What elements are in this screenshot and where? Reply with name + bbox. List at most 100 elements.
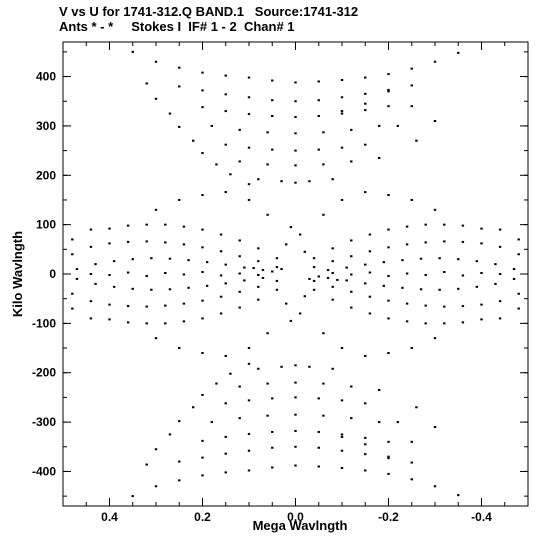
uv-point (387, 317, 390, 320)
uv-point (210, 421, 213, 424)
uv-point (89, 300, 93, 303)
x-tick-label: 0.0 (287, 510, 304, 524)
uv-point (294, 381, 297, 384)
uv-point (438, 288, 441, 291)
uv-point (340, 347, 344, 350)
uv-point (331, 285, 334, 288)
uv-point (461, 224, 465, 227)
uv-point (219, 295, 223, 298)
uv-point (401, 259, 404, 262)
uv-point (294, 364, 297, 367)
uv-point (145, 274, 148, 277)
uv-point (322, 382, 325, 385)
y-tick-label: 400 (36, 70, 56, 84)
uv-point (461, 240, 465, 243)
uv-point (345, 266, 348, 269)
uv-point (480, 303, 483, 306)
uv-point (168, 112, 172, 115)
uv-point (238, 128, 241, 131)
uv-point (312, 279, 316, 282)
uv-point (108, 227, 111, 230)
uv-point (215, 382, 218, 385)
uv-point (331, 367, 334, 370)
uv-point (280, 268, 283, 271)
uv-point (238, 290, 241, 293)
uv-point (517, 307, 520, 310)
uv-point (280, 365, 283, 368)
uv-point (126, 271, 130, 274)
uv-point (387, 455, 390, 458)
uv-point (126, 321, 130, 324)
uv-point (387, 246, 390, 249)
uv-point (150, 288, 153, 291)
uv-point (345, 279, 348, 282)
uv-point (405, 320, 409, 323)
uv-point (275, 288, 279, 291)
y-tick-label: 300 (36, 119, 56, 133)
uv-point (164, 223, 167, 226)
uv-point (187, 286, 190, 289)
uv-point (322, 163, 325, 166)
uv-point (71, 238, 74, 241)
uv-point (182, 273, 186, 276)
uv-point (294, 181, 297, 184)
uv-point (201, 351, 204, 354)
uv-point (271, 79, 274, 82)
uv-point (285, 243, 288, 246)
uv-point (126, 224, 130, 227)
uv-point (480, 272, 483, 275)
uv-point (280, 180, 283, 183)
uv-point (294, 100, 297, 103)
uv-point (71, 253, 74, 256)
uv-point (336, 278, 339, 281)
uv-point (498, 228, 502, 231)
uv-point (178, 85, 181, 88)
uv-point (145, 223, 148, 226)
uv-point (438, 257, 441, 260)
uv-point (317, 430, 320, 433)
uv-point (498, 300, 502, 303)
uv-point (247, 347, 251, 350)
uv-point (396, 421, 399, 424)
uv-point (294, 132, 297, 135)
uv-point (340, 435, 344, 438)
uv-point (275, 266, 279, 269)
uv-point (164, 304, 167, 307)
plot-frame (62, 41, 529, 507)
uv-point (512, 277, 516, 280)
uv-point (224, 435, 227, 438)
uv-point (298, 312, 302, 315)
uv-point (433, 426, 437, 429)
uv-point (364, 282, 367, 285)
uv-point (475, 285, 479, 288)
uv-point (238, 255, 241, 258)
uv-point (419, 288, 423, 291)
uv-point (364, 354, 367, 357)
uv-point (89, 317, 93, 320)
uv-point (340, 449, 344, 452)
x-tick-label: -0.2 (378, 510, 399, 524)
uv-point (271, 148, 274, 151)
uv-point (266, 382, 269, 385)
uv-point (182, 320, 186, 323)
uv-point (71, 292, 74, 295)
uv-point (271, 446, 274, 449)
uv-point (322, 213, 325, 216)
uv-point (229, 372, 232, 375)
uv-point (350, 160, 353, 163)
uv-point (257, 285, 260, 288)
uv-point (378, 124, 381, 127)
uv-point (317, 99, 320, 102)
uv-point (512, 268, 516, 271)
uv-point (350, 290, 353, 293)
uv-point (410, 461, 413, 464)
uv-point (164, 241, 167, 244)
uv-point (410, 198, 413, 201)
uv-point (178, 66, 181, 69)
uv-point (247, 469, 251, 472)
uv-point (219, 233, 223, 236)
uv-point (247, 449, 251, 452)
uv-point (131, 495, 134, 498)
uv-point (517, 253, 520, 256)
uv-point (410, 67, 413, 70)
